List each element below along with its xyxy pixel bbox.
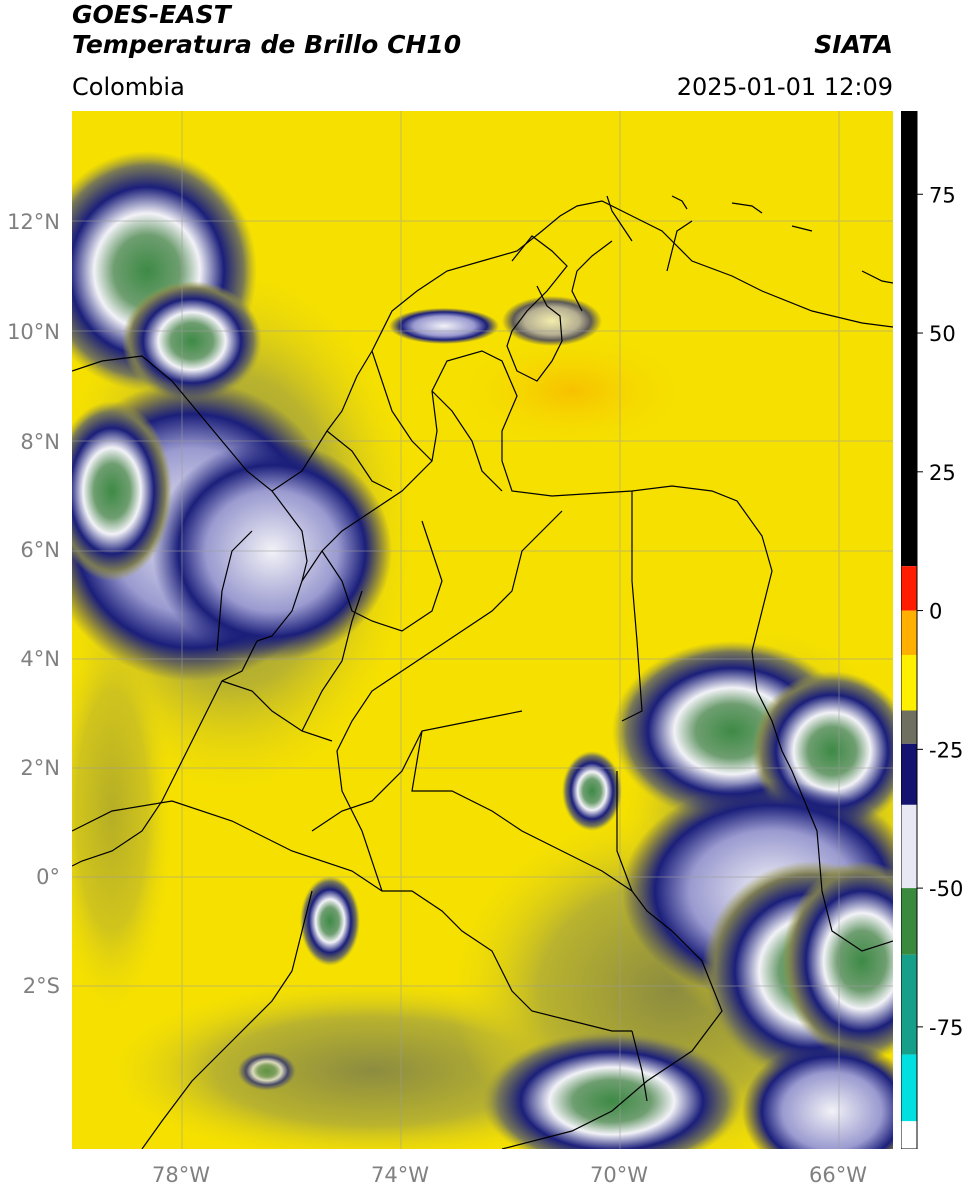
colorbar-segment (901, 954, 917, 1055)
cloud-guaviare (562, 751, 622, 831)
lat-tick-0: 0° (36, 865, 60, 889)
ecuador-peru-border (72, 800, 632, 1032)
curacao-island (731, 202, 763, 214)
colorbar-segment (901, 566, 917, 611)
lon-tick-70w: 70°W (590, 1163, 648, 1187)
colorbar-segments (901, 111, 917, 1149)
lat-tick-6n: 6°N (20, 538, 60, 562)
datetime-label: 2025-01-01 12:09 (676, 73, 893, 101)
ecuador-peru-line (141, 890, 313, 1149)
maracaibo-lake (506, 235, 568, 382)
colorbar-segment (901, 743, 917, 805)
cloud-brazil-se (742, 1041, 893, 1149)
colorbar-segment (901, 654, 917, 711)
pacific-coast (72, 640, 258, 867)
satellite-title: GOES-EAST (72, 0, 231, 29)
lat-tick-2s: 2°S (22, 974, 60, 998)
colorbar: 75 50 25 0 -25 -50 -75 (901, 111, 963, 1149)
cloud-caribbean-core (122, 281, 262, 401)
agency-label: SIATA (814, 30, 893, 59)
colorbar-segment (901, 1054, 917, 1122)
colorbar-tick-label: 25 (929, 461, 956, 485)
caqueta-border (311, 730, 423, 832)
colorbar-frame (901, 111, 918, 1149)
valle-border (221, 680, 333, 742)
cloud-putumayo (300, 876, 360, 966)
cloud-brazil-ne (782, 861, 893, 1061)
lon-tick-74w: 74°W (371, 1163, 429, 1187)
colorbar-tick-label: -25 (929, 738, 963, 762)
borders (72, 195, 893, 1149)
colorbar-segment (901, 804, 917, 889)
colorbar-segment (901, 610, 917, 655)
guainia-border (616, 771, 633, 892)
huila-border (336, 670, 403, 892)
perija-line (571, 240, 613, 312)
lat-tick-2n: 2°N (20, 756, 60, 780)
choco-border (216, 530, 253, 652)
boyaca-border (321, 520, 443, 632)
venezuela-border (301, 350, 818, 832)
colorbar-tick-label: -75 (929, 1016, 963, 1040)
lat-tick-4n: 4°N (20, 647, 60, 671)
paraguana-line (666, 220, 693, 272)
meta-border (411, 710, 673, 932)
amazonas-border-east (501, 930, 723, 1149)
colorbar-ticks: 75 50 25 0 -25 -50 -75 (917, 183, 963, 1040)
colorbar-segment (901, 888, 917, 955)
cloud-peru (237, 1051, 297, 1091)
colorbar-segment (901, 111, 917, 567)
cesar-border (371, 350, 433, 462)
aruba-island (671, 195, 688, 210)
satellite-map (72, 111, 893, 1149)
bonaire-island (791, 225, 813, 232)
region-label: Colombia (72, 73, 185, 101)
colorbar-tick-label: 50 (929, 322, 956, 346)
lat-tick-12n: 12°N (7, 210, 60, 234)
cloud-maracaibo (502, 296, 602, 346)
venezuela-east-coast (861, 270, 893, 284)
sucre-border (326, 430, 393, 492)
olive-zone-west (72, 611, 172, 1011)
cloud-santander (389, 308, 499, 344)
caribbean-coast (271, 200, 893, 492)
colorbar-tick-label: -50 (929, 877, 963, 901)
cloud-panama (72, 401, 172, 581)
lon-tick-66w: 66°W (809, 1163, 867, 1187)
vichada-border (621, 491, 643, 722)
tolima-border (301, 590, 363, 732)
leticia-line (631, 1030, 648, 1102)
colorbar-segment (901, 710, 917, 744)
colorbar-tick-label: 0 (929, 600, 942, 624)
colorbar-tick-label: 75 (929, 183, 956, 207)
norte-santander-border (431, 390, 503, 492)
guajira-line (606, 195, 633, 242)
colorbar-segment (901, 1121, 917, 1149)
cundinamarca-border (401, 510, 563, 672)
lat-tick-10n: 10°N (7, 320, 60, 344)
gridlines (72, 111, 893, 1149)
lon-tick-78w: 78°W (152, 1163, 210, 1187)
lat-tick-8n: 8°N (20, 430, 60, 454)
warm-zone-llanos (452, 331, 692, 451)
product-title: Temperatura de Brillo CH10 (72, 30, 462, 59)
brazil-venezuela-border (816, 830, 893, 952)
